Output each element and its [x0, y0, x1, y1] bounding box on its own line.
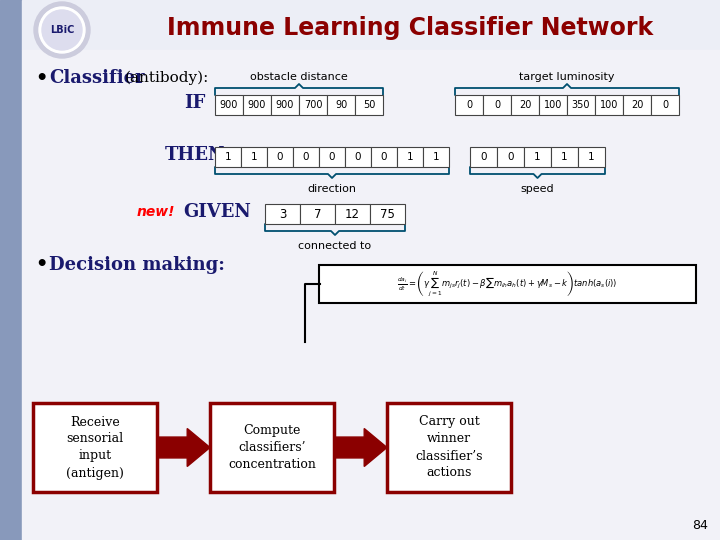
- Text: new!: new!: [137, 205, 175, 219]
- Text: 1: 1: [561, 152, 568, 162]
- Text: 0: 0: [508, 152, 514, 162]
- Bar: [215, 95, 243, 115]
- Text: 100: 100: [600, 100, 618, 110]
- Text: 1: 1: [534, 152, 541, 162]
- Bar: [511, 95, 539, 115]
- Bar: [271, 95, 299, 115]
- Text: 700: 700: [304, 100, 323, 110]
- Bar: [470, 147, 497, 167]
- FancyBboxPatch shape: [33, 403, 157, 492]
- Text: 0: 0: [302, 152, 310, 162]
- Circle shape: [39, 7, 85, 53]
- Circle shape: [42, 10, 82, 50]
- Text: 0: 0: [480, 152, 487, 162]
- Text: target luminosity: target luminosity: [519, 72, 615, 82]
- Text: 84: 84: [692, 519, 708, 532]
- Bar: [371, 147, 397, 167]
- Text: (antibody):: (antibody):: [125, 71, 210, 85]
- Text: 0: 0: [276, 152, 283, 162]
- Text: LBiC: LBiC: [50, 25, 74, 35]
- FancyBboxPatch shape: [319, 265, 696, 303]
- Bar: [539, 95, 567, 115]
- Text: 20: 20: [519, 100, 531, 110]
- Text: 1: 1: [225, 152, 231, 162]
- Bar: [319, 147, 345, 167]
- Text: 1: 1: [588, 152, 595, 162]
- Bar: [241, 147, 267, 167]
- Text: 0: 0: [494, 100, 500, 110]
- Text: 1: 1: [251, 152, 257, 162]
- Bar: [623, 95, 651, 115]
- Text: 12: 12: [345, 207, 360, 220]
- FancyBboxPatch shape: [210, 403, 334, 492]
- Bar: [300, 204, 335, 224]
- Text: Classifier: Classifier: [49, 69, 145, 87]
- Text: 0: 0: [466, 100, 472, 110]
- Text: Immune Learning Classifier Network: Immune Learning Classifier Network: [167, 16, 653, 40]
- Bar: [0, 0, 22, 540]
- Bar: [651, 95, 679, 115]
- Bar: [423, 147, 449, 167]
- Bar: [215, 147, 241, 167]
- Bar: [243, 95, 271, 115]
- Polygon shape: [157, 429, 210, 467]
- Bar: [265, 204, 300, 224]
- Bar: [567, 95, 595, 115]
- Bar: [22, 0, 720, 50]
- Bar: [267, 147, 293, 167]
- Text: 90: 90: [335, 100, 347, 110]
- Text: Receive
sensorial
input
(antigen): Receive sensorial input (antigen): [66, 415, 124, 480]
- Bar: [327, 95, 355, 115]
- Text: 1: 1: [433, 152, 439, 162]
- Bar: [345, 147, 371, 167]
- Text: speed: speed: [521, 184, 554, 194]
- Text: 0: 0: [355, 152, 361, 162]
- Text: Carry out
winner
classifier’s
actions: Carry out winner classifier’s actions: [415, 415, 482, 480]
- Bar: [578, 147, 605, 167]
- Text: •: •: [35, 255, 48, 274]
- Polygon shape: [334, 429, 387, 467]
- Text: 900: 900: [276, 100, 294, 110]
- Bar: [483, 95, 511, 115]
- Text: obstacle distance: obstacle distance: [250, 72, 348, 82]
- Bar: [335, 204, 370, 224]
- Bar: [551, 147, 578, 167]
- Text: 0: 0: [329, 152, 336, 162]
- Bar: [355, 95, 383, 115]
- Bar: [455, 95, 483, 115]
- Text: 350: 350: [572, 100, 590, 110]
- Text: $\frac{da_i}{dt} = \left(\gamma \sum_{j=1}^{N} m_{js} r_j(t)- \beta \sum m_{ih} : $\frac{da_i}{dt} = \left(\gamma \sum_{j=…: [397, 269, 618, 299]
- Text: connected to: connected to: [298, 241, 372, 251]
- Text: THEN: THEN: [165, 146, 225, 164]
- Bar: [299, 95, 327, 115]
- Circle shape: [34, 2, 90, 58]
- Text: •: •: [35, 69, 48, 87]
- Text: 0: 0: [381, 152, 387, 162]
- Bar: [397, 147, 423, 167]
- Bar: [524, 147, 551, 167]
- Text: 3: 3: [279, 207, 286, 220]
- Text: 900: 900: [220, 100, 238, 110]
- FancyBboxPatch shape: [387, 403, 511, 492]
- Text: direction: direction: [307, 184, 356, 194]
- Text: 75: 75: [380, 207, 395, 220]
- Text: GIVEN: GIVEN: [183, 203, 251, 221]
- Bar: [293, 147, 319, 167]
- Text: Decision making:: Decision making:: [49, 256, 225, 274]
- Text: Compute
classifiers’
concentration: Compute classifiers’ concentration: [228, 424, 316, 471]
- Text: 900: 900: [248, 100, 266, 110]
- Text: 1: 1: [407, 152, 413, 162]
- Bar: [370, 204, 405, 224]
- Text: 7: 7: [314, 207, 321, 220]
- Text: 20: 20: [631, 100, 643, 110]
- Bar: [595, 95, 623, 115]
- Text: IF: IF: [184, 94, 206, 112]
- Text: 0: 0: [662, 100, 668, 110]
- Bar: [497, 147, 524, 167]
- Text: 100: 100: [544, 100, 562, 110]
- Text: 50: 50: [363, 100, 375, 110]
